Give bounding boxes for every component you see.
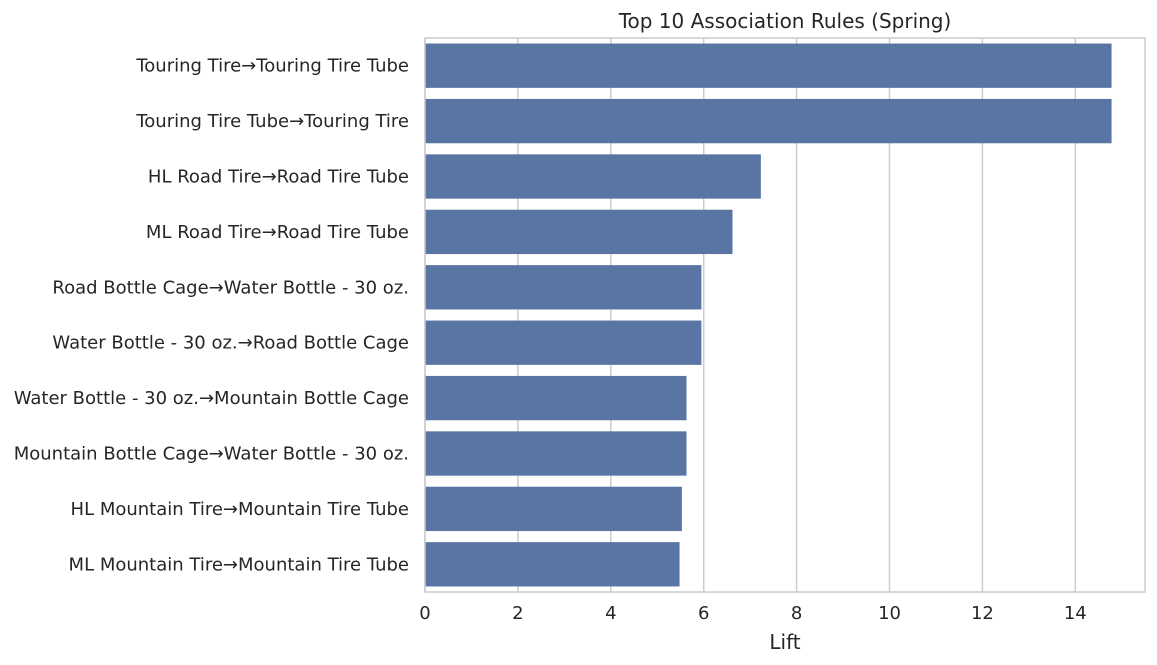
x-tick-label: 14: [1064, 603, 1087, 624]
x-tick-label: 12: [971, 603, 994, 624]
bar: [425, 431, 687, 476]
bar: [425, 209, 733, 255]
x-tick-label: 10: [878, 603, 901, 624]
category-label: Touring Tire→Touring Tire Tube: [135, 56, 409, 77]
x-tick-label: 6: [698, 603, 709, 624]
bar: [425, 43, 1112, 88]
x-tick-label: 4: [605, 603, 616, 624]
category-label: ML Road Tire→Road Tire Tube: [146, 222, 409, 243]
bar: [425, 154, 761, 199]
bar: [425, 375, 687, 421]
bar: [425, 265, 702, 310]
chart-title: Top 10 Association Rules (Spring): [618, 9, 952, 33]
plot-frame: [424, 37, 1146, 593]
category-label: HL Road Tire→Road Tire Tube: [148, 167, 409, 188]
bar: [425, 486, 682, 532]
x-tick-labels: 0 2 4 6 8 10 12 14: [419, 603, 1087, 624]
category-labels: Touring Tire→Touring Tire Tube Touring Ti…: [14, 56, 409, 576]
category-label: Water Bottle - 30 oz.→Road Bottle Cage: [52, 333, 409, 354]
category-label: HL Mountain Tire→Mountain Tire Tube: [71, 499, 409, 520]
category-label: Road Bottle Cage→Water Bottle - 30 oz.: [52, 277, 409, 298]
bar: [425, 320, 702, 365]
category-label: ML Mountain Tire→Mountain Tire Tube: [69, 554, 409, 575]
x-tick-label: 2: [512, 603, 523, 624]
category-label: Touring Tire Tube→Touring Tire: [135, 111, 409, 132]
x-tick-label: 0: [419, 603, 430, 624]
x-tick-label: 8: [791, 603, 802, 624]
bar: [425, 542, 680, 587]
category-label: Water Bottle - 30 oz.→Mountain Bottle Ca…: [14, 388, 409, 409]
category-label: Mountain Bottle Cage→Water Bottle - 30 o…: [14, 444, 409, 465]
bars: [425, 43, 1112, 587]
bar: [425, 98, 1112, 144]
x-axis-title: Lift: [769, 630, 800, 654]
